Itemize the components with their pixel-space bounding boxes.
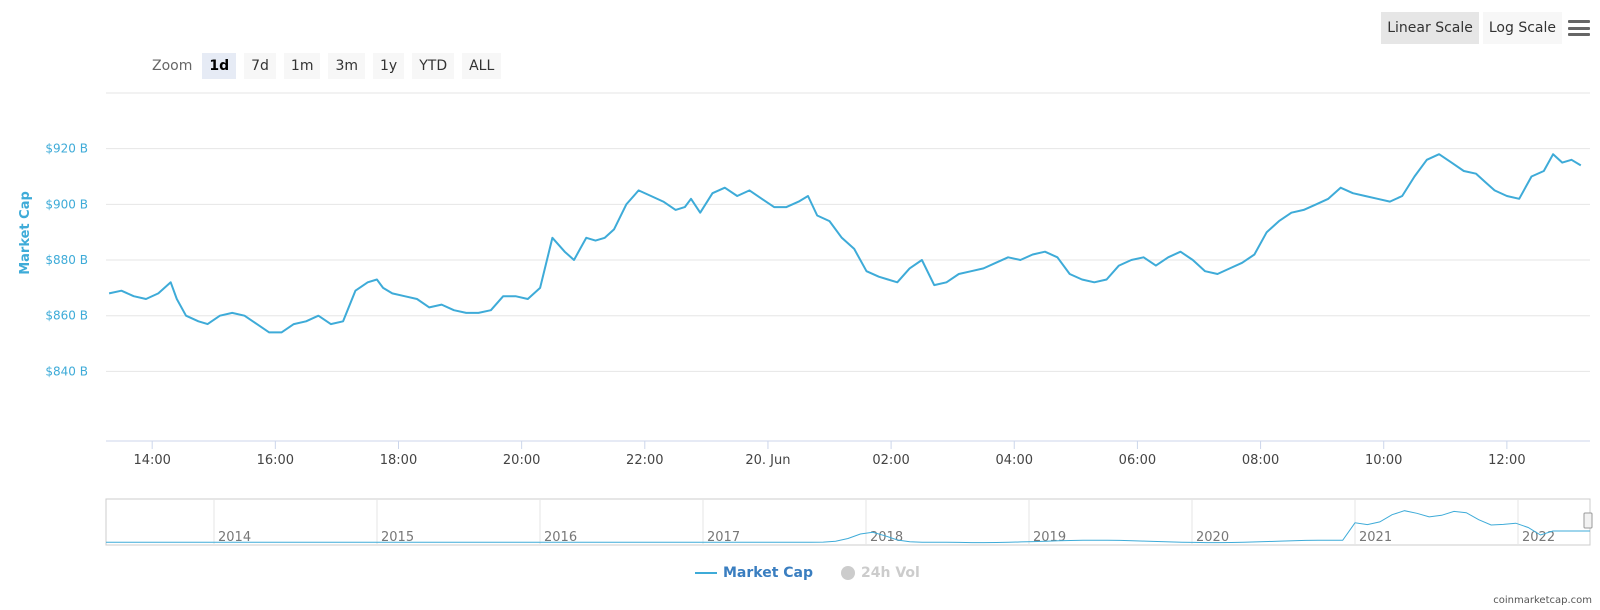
legend-line-icon xyxy=(695,572,717,574)
navigator-year-label: 2015 xyxy=(381,530,414,545)
navigator-handle[interactable] xyxy=(1583,512,1593,529)
x-tick-label: 10:00 xyxy=(1365,453,1402,468)
zoom-ytd-button[interactable]: YTD xyxy=(412,53,455,79)
x-axis-ticks: 14:00 16:00 18:00 20:00 22:00 20. Jun 02:00 04:… xyxy=(133,453,1525,468)
x-tick-label: 04:00 xyxy=(996,453,1033,468)
navigator-year-label: 2021 xyxy=(1359,530,1392,545)
navigator-year-label: 2016 xyxy=(544,530,577,545)
x-tick-label: 02:00 xyxy=(872,453,909,468)
legend-24h-vol[interactable]: 24h Vol xyxy=(841,565,920,581)
x-tick-label: 20. Jun xyxy=(745,453,790,468)
navigator-year-label: 2014 xyxy=(218,530,251,545)
log-scale-button[interactable]: Log Scale xyxy=(1482,12,1562,44)
zoom-3m-button[interactable]: 3m xyxy=(328,53,366,79)
scale-toolbar: Linear Scale Log Scale xyxy=(1381,12,1590,44)
zoom-all-button[interactable]: ALL xyxy=(462,53,502,79)
x-tick-label: 06:00 xyxy=(1119,453,1156,468)
x-tick-label: 14:00 xyxy=(133,453,170,468)
navigator-year-label: 2020 xyxy=(1196,530,1229,545)
zoom-bar: Zoom 1d 7d 1m 3m 1y YTD ALL xyxy=(152,53,502,79)
x-tick-label: 20:00 xyxy=(503,453,540,468)
x-tick-label: 12:00 xyxy=(1488,453,1525,468)
x-tick-label: 18:00 xyxy=(380,453,417,468)
x-tick-label: 22:00 xyxy=(626,453,663,468)
legend-dot-icon xyxy=(841,566,856,580)
zoom-label: Zoom xyxy=(152,58,193,74)
y-tick-label: $900 B xyxy=(45,197,88,211)
x-tick-label: 16:00 xyxy=(257,453,294,468)
legend-24h-vol-label: 24h Vol xyxy=(861,565,920,581)
zoom-1d-button[interactable]: 1d xyxy=(202,53,237,79)
chart-series xyxy=(108,153,1582,334)
legend-market-cap[interactable]: Market Cap xyxy=(695,565,813,581)
zoom-1m-button[interactable]: 1m xyxy=(283,53,321,79)
credit-link[interactable]: coinmarketcap.com xyxy=(1493,595,1592,606)
y-axis-ticks: $840 B $860 B $880 B $900 B $920 B xyxy=(45,142,88,379)
y-tick-label: $840 B xyxy=(45,364,88,378)
y-tick-label: $920 B xyxy=(45,142,88,156)
y-tick-label: $860 B xyxy=(45,309,88,323)
navigator-panel: 2014 2015 2016 2017 2018 2019 2020 2021 2022 xyxy=(105,498,1593,546)
chart-gridlines xyxy=(106,92,1590,449)
navigator-year-label: 2022 xyxy=(1522,530,1555,545)
zoom-7d-button[interactable]: 7d xyxy=(244,53,276,79)
x-tick-label: 08:00 xyxy=(1242,453,1279,468)
series-line-market-cap xyxy=(108,153,1582,334)
chart-legend: Market Cap 24h Vol xyxy=(695,565,920,581)
hamburger-menu-icon[interactable] xyxy=(1568,17,1590,39)
linear-scale-button[interactable]: Linear Scale xyxy=(1381,12,1479,44)
y-tick-label: $880 B xyxy=(45,253,88,267)
navigator-series-line xyxy=(106,510,1590,544)
navigator-year-label: 2019 xyxy=(1033,530,1066,545)
zoom-1y-button[interactable]: 1y xyxy=(373,53,405,79)
legend-market-cap-label: Market Cap xyxy=(723,565,814,581)
navigator-year-label: 2017 xyxy=(707,530,740,545)
y-axis-label: Market Cap xyxy=(18,191,33,275)
navigator-year-label: 2018 xyxy=(870,530,903,545)
navigator-frame[interactable] xyxy=(105,498,1591,546)
